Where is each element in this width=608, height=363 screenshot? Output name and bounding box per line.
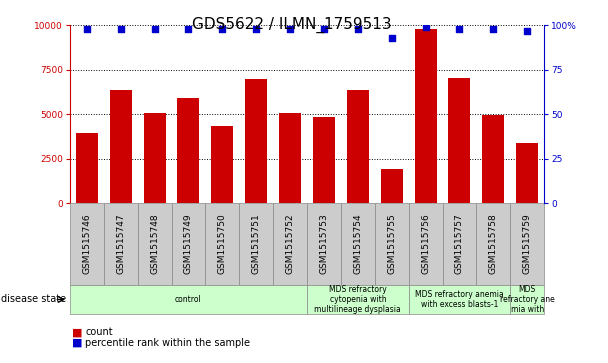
Text: GSM1515755: GSM1515755 bbox=[387, 214, 396, 274]
Text: GSM1515753: GSM1515753 bbox=[319, 214, 328, 274]
Text: GSM1515749: GSM1515749 bbox=[184, 214, 193, 274]
Point bbox=[285, 26, 295, 32]
Text: GSM1515758: GSM1515758 bbox=[489, 214, 498, 274]
Bar bbox=[449, 78, 471, 203]
Text: MDS refractory anemia
with excess blasts-1: MDS refractory anemia with excess blasts… bbox=[415, 290, 504, 309]
FancyBboxPatch shape bbox=[409, 203, 443, 285]
Point bbox=[82, 26, 92, 32]
Bar bbox=[109, 90, 132, 203]
Text: MDS
refractory ane
mia with: MDS refractory ane mia with bbox=[500, 285, 554, 314]
FancyBboxPatch shape bbox=[70, 203, 104, 285]
FancyBboxPatch shape bbox=[104, 203, 137, 285]
Text: control: control bbox=[175, 295, 202, 304]
Point bbox=[184, 26, 193, 32]
Text: count: count bbox=[85, 327, 112, 337]
Text: GSM1515747: GSM1515747 bbox=[116, 214, 125, 274]
Text: GDS5622 / ILMN_1759513: GDS5622 / ILMN_1759513 bbox=[192, 16, 392, 33]
Bar bbox=[313, 117, 335, 203]
FancyBboxPatch shape bbox=[273, 203, 307, 285]
Text: GSM1515751: GSM1515751 bbox=[252, 214, 261, 274]
FancyBboxPatch shape bbox=[137, 203, 171, 285]
Bar bbox=[279, 113, 301, 203]
Bar bbox=[347, 90, 369, 203]
FancyBboxPatch shape bbox=[206, 203, 240, 285]
Point bbox=[353, 26, 363, 32]
FancyBboxPatch shape bbox=[307, 285, 409, 314]
Point bbox=[522, 28, 532, 34]
FancyBboxPatch shape bbox=[240, 203, 273, 285]
Bar bbox=[482, 115, 505, 203]
FancyBboxPatch shape bbox=[70, 285, 307, 314]
FancyBboxPatch shape bbox=[375, 203, 409, 285]
Point bbox=[387, 35, 396, 41]
Text: GSM1515757: GSM1515757 bbox=[455, 214, 464, 274]
Point bbox=[116, 26, 126, 32]
FancyBboxPatch shape bbox=[341, 203, 375, 285]
FancyBboxPatch shape bbox=[409, 285, 510, 314]
Text: GSM1515746: GSM1515746 bbox=[82, 214, 91, 274]
FancyBboxPatch shape bbox=[171, 203, 206, 285]
Text: percentile rank within the sample: percentile rank within the sample bbox=[85, 338, 250, 348]
Text: GSM1515754: GSM1515754 bbox=[353, 214, 362, 274]
Bar bbox=[516, 143, 538, 203]
Text: GSM1515748: GSM1515748 bbox=[150, 214, 159, 274]
FancyBboxPatch shape bbox=[443, 203, 477, 285]
Bar bbox=[76, 133, 98, 203]
Point bbox=[319, 26, 329, 32]
Bar bbox=[415, 29, 437, 203]
FancyBboxPatch shape bbox=[510, 285, 544, 314]
Text: GSM1515756: GSM1515756 bbox=[421, 214, 430, 274]
Text: GSM1515759: GSM1515759 bbox=[523, 214, 532, 274]
Text: GSM1515752: GSM1515752 bbox=[286, 214, 295, 274]
Text: ■: ■ bbox=[72, 327, 82, 337]
FancyBboxPatch shape bbox=[510, 203, 544, 285]
FancyBboxPatch shape bbox=[307, 203, 341, 285]
Bar bbox=[245, 79, 268, 203]
Bar bbox=[381, 170, 402, 203]
Text: MDS refractory
cytopenia with
multilineage dysplasia: MDS refractory cytopenia with multilinea… bbox=[314, 285, 401, 314]
Point bbox=[488, 26, 498, 32]
Bar bbox=[178, 98, 199, 203]
Text: ■: ■ bbox=[72, 338, 82, 348]
Bar bbox=[143, 113, 165, 203]
FancyBboxPatch shape bbox=[477, 203, 510, 285]
Point bbox=[218, 26, 227, 32]
Point bbox=[150, 26, 159, 32]
Text: disease state: disease state bbox=[1, 294, 66, 305]
Point bbox=[455, 26, 465, 32]
Point bbox=[421, 24, 430, 30]
Text: GSM1515750: GSM1515750 bbox=[218, 214, 227, 274]
Point bbox=[251, 26, 261, 32]
Bar bbox=[212, 126, 233, 203]
